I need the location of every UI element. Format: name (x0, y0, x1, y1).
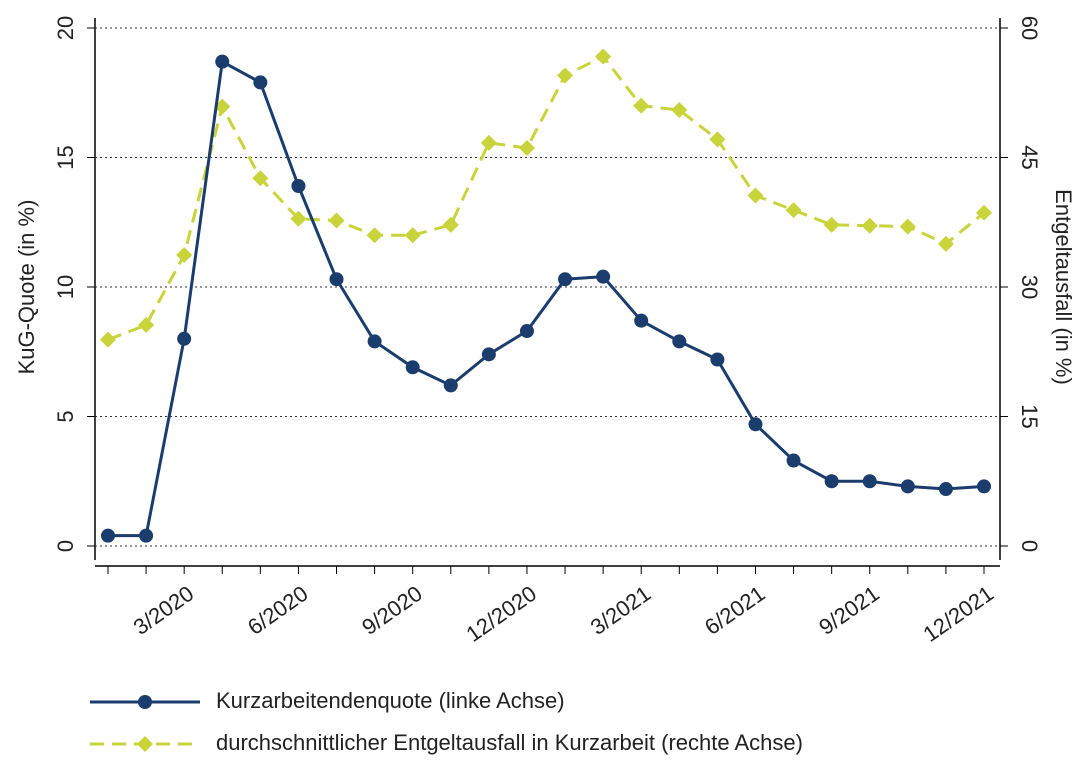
x-tick-label: 12/2021 (919, 581, 998, 647)
point (900, 479, 915, 494)
point (481, 347, 496, 362)
point (823, 216, 840, 233)
x-tick-label: 6/2020 (243, 581, 312, 640)
x-tick-label: 9/2020 (357, 581, 426, 640)
point (748, 417, 763, 432)
point (938, 482, 953, 497)
point (596, 269, 611, 284)
point (937, 235, 954, 252)
y-tick-label: 15 (53, 145, 78, 169)
point (862, 474, 877, 489)
x-tick-label: 9/2021 (814, 581, 883, 640)
point (977, 479, 991, 494)
y2-tick-label: 15 (1017, 404, 1042, 428)
point (367, 334, 382, 349)
legend-marker (138, 695, 152, 709)
point (861, 217, 878, 234)
legend-marker (137, 736, 153, 752)
point (976, 204, 992, 221)
series-line (108, 59, 985, 538)
legend-label: durchschnittlicher Entgeltausfall in Kur… (216, 730, 803, 755)
y2-tick-label: 30 (1017, 275, 1042, 299)
point (518, 140, 535, 157)
point (100, 331, 116, 348)
point (785, 202, 802, 219)
point (824, 474, 839, 489)
point (558, 272, 573, 287)
point (290, 210, 307, 227)
point (595, 48, 612, 65)
point (252, 170, 269, 187)
y-tick-label: 10 (53, 275, 78, 299)
y2-axis-label: Entgeltausfall (in %) (1051, 189, 1076, 385)
point (405, 360, 420, 375)
y-tick-label: 5 (53, 410, 78, 422)
point (176, 247, 193, 264)
point (634, 313, 649, 328)
point (214, 98, 231, 115)
point (404, 227, 421, 244)
point (443, 378, 458, 393)
point (253, 75, 268, 90)
y2-tick-label: 0 (1017, 540, 1042, 552)
point (747, 187, 764, 204)
x-tick-label: 3/2020 (129, 581, 198, 640)
x-tick-label: 12/2020 (462, 581, 541, 647)
point (366, 227, 383, 244)
y2-tick-label: 60 (1017, 16, 1042, 40)
point (138, 316, 155, 333)
point (710, 352, 725, 367)
point (519, 324, 534, 339)
point (480, 134, 497, 151)
point (139, 528, 154, 543)
point (899, 218, 916, 235)
point (633, 97, 650, 114)
point (329, 272, 344, 287)
point (328, 212, 345, 229)
point (557, 67, 574, 84)
point (442, 216, 459, 233)
point (672, 334, 687, 349)
y2-tick-label: 45 (1017, 145, 1042, 169)
series-line (107, 54, 985, 342)
legend-label: Kurzarbeitendenquote (linke Achse) (216, 688, 565, 713)
y-tick-label: 20 (53, 16, 78, 40)
x-tick-label: 3/2021 (586, 581, 655, 640)
point (786, 453, 801, 468)
x-tick-label: 6/2021 (700, 581, 769, 640)
point (671, 102, 688, 119)
point (215, 54, 230, 69)
point (101, 528, 115, 543)
point (709, 131, 726, 148)
y-tick-label: 0 (53, 540, 78, 552)
point (177, 331, 192, 346)
point (291, 178, 306, 193)
y-axis-label: KuG-Quote (in %) (14, 200, 39, 375)
